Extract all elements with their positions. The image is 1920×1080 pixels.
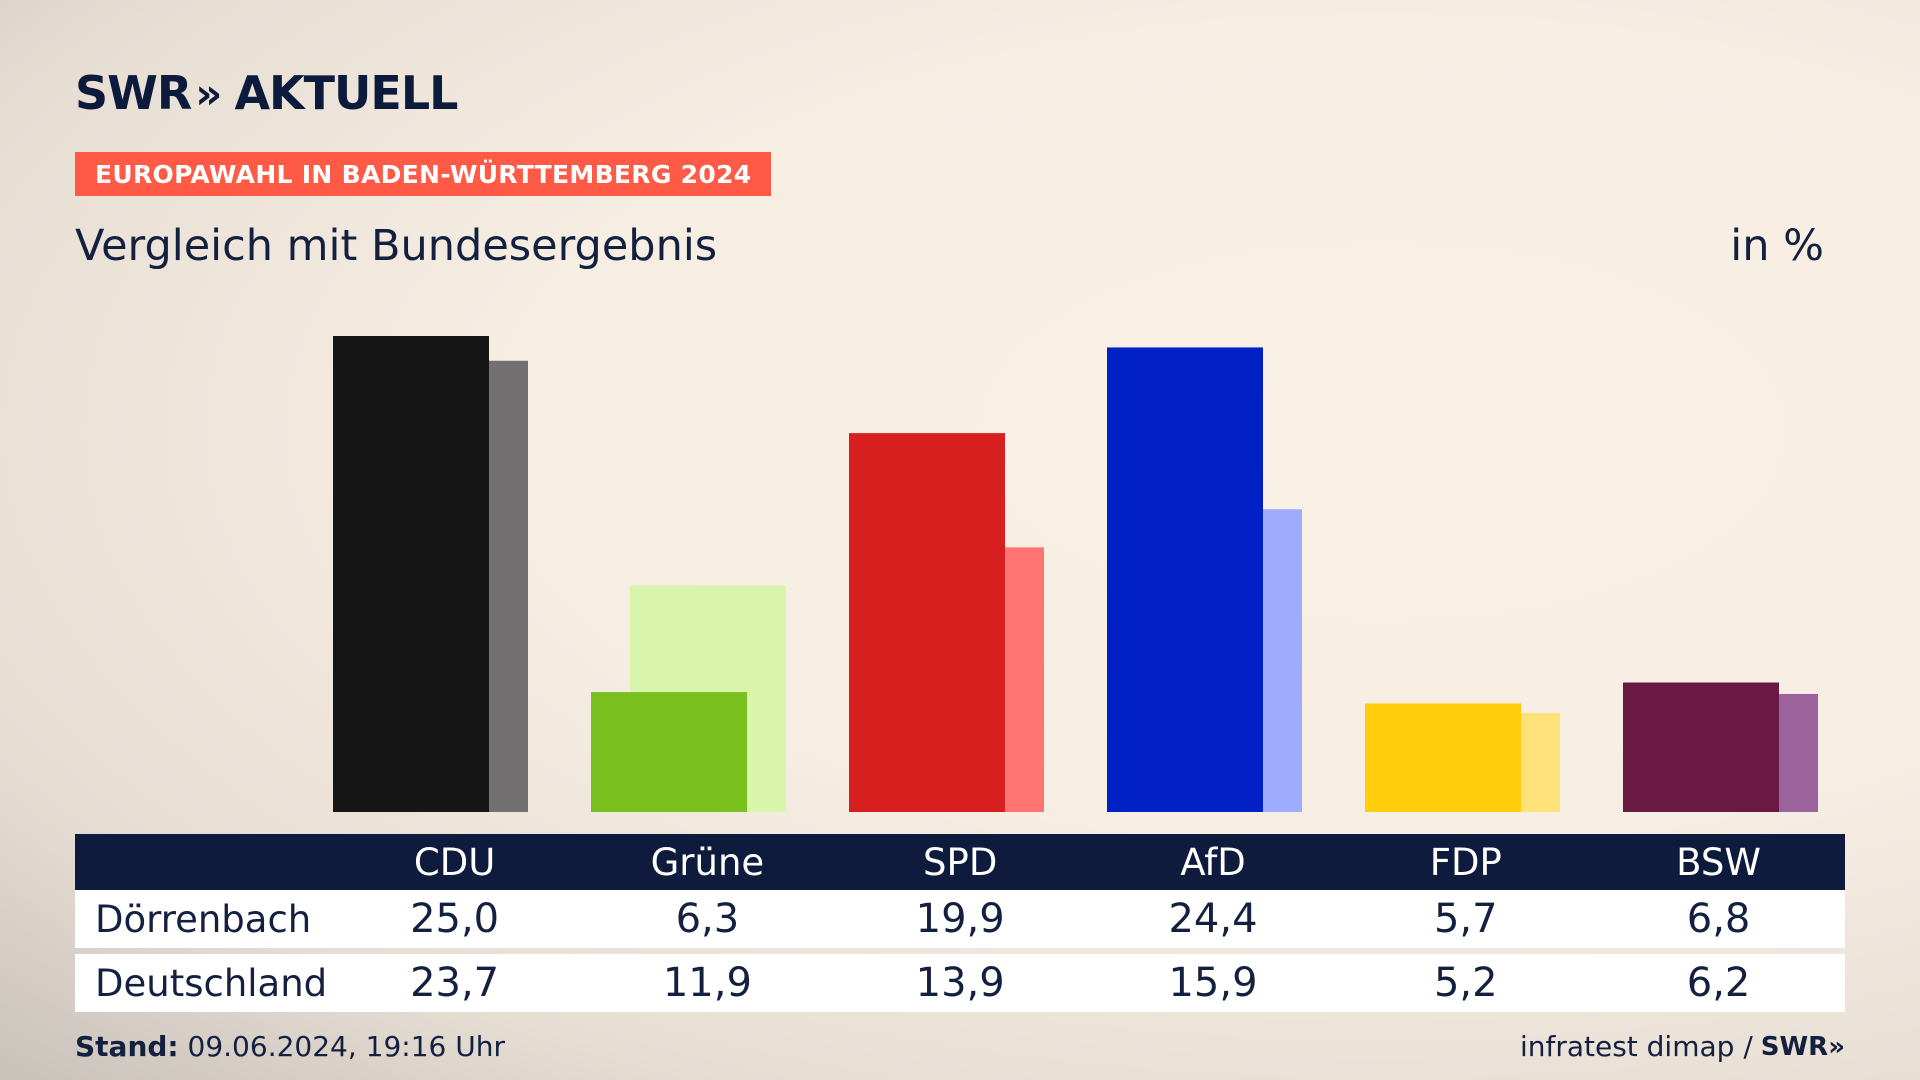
row-label: Dörrenbach — [95, 897, 312, 941]
table-cell: 19,9 — [915, 896, 1005, 942]
swr-aktuell-logo: SWR » AKTUELL — [75, 66, 458, 120]
bar-doerrenbach-fdp — [1365, 703, 1521, 812]
swr-mini-logo: SWR» — [1760, 1031, 1845, 1062]
table-cell: 6,3 — [675, 896, 740, 942]
stand-label: Stand: — [75, 1030, 179, 1063]
table-row: Deutschland 23,7 11,9 13,9 15,9 5,2 6,2 — [75, 954, 1845, 1012]
table-cell: 6,8 — [1686, 896, 1751, 942]
stand-value: 09.06.2024, 19:16 Uhr — [187, 1030, 505, 1063]
table-cell: 11,9 — [662, 960, 752, 1006]
table-header-row: CDU Grüne SPD AfD FDP BSW — [75, 834, 1845, 890]
table-cell: 5,7 — [1433, 896, 1498, 942]
source-credit: infratest dimap / SWR» — [1520, 1030, 1845, 1063]
table-cell: 23,7 — [410, 960, 500, 1006]
table-row: Dörrenbach 25,0 6,3 19,9 24,4 5,7 6,8 — [75, 890, 1845, 948]
logo-product: AKTUELL — [234, 66, 458, 120]
table-header-bsw: BSW — [1676, 840, 1761, 884]
timestamp: Stand: 09.06.2024, 19:16 Uhr — [75, 1030, 505, 1063]
table-cell: 6,2 — [1686, 960, 1751, 1006]
row-label: Deutschland — [95, 961, 328, 1005]
table-header-spd: SPD — [923, 840, 998, 884]
bar-doerrenbach-cdu — [333, 336, 489, 812]
table-header-cdu: CDU — [413, 840, 496, 884]
table-cell: 15,9 — [1168, 960, 1258, 1006]
results-table: CDU Grüne SPD AfD FDP BSW Dörrenbach 25,… — [75, 834, 1845, 1012]
election-banner: EUROPAWAHL IN BADEN-WÜRTTEMBERG 2024 — [75, 152, 772, 196]
bar-doerrenbach-spd — [849, 433, 1005, 812]
table-header-fdp: FDP — [1429, 840, 1502, 884]
unit-label: in % — [1730, 221, 1824, 271]
bar-doerrenbach-gruene — [591, 692, 747, 812]
table-cell: 5,2 — [1433, 960, 1498, 1006]
table-cell: 13,9 — [915, 960, 1005, 1006]
table-cell: 25,0 — [410, 896, 500, 942]
bar-doerrenbach-bsw — [1623, 682, 1779, 812]
source-text: infratest dimap / — [1519, 1030, 1753, 1063]
chart-subtitle: Vergleich mit Bundesergebnis — [75, 221, 718, 271]
table-cell: 24,4 — [1168, 896, 1258, 942]
bar-doerrenbach-afd — [1107, 347, 1263, 812]
table-header-afd: AfD — [1180, 840, 1246, 884]
table-header-gruene: Grüne — [650, 840, 765, 884]
logo-brand: SWR — [75, 66, 192, 120]
